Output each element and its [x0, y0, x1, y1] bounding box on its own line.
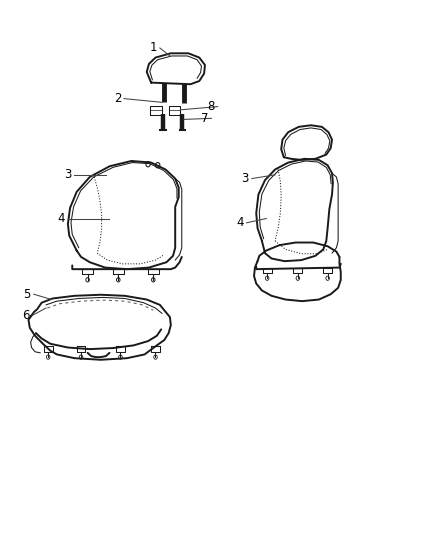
Text: 3: 3 — [242, 172, 249, 185]
Text: 5: 5 — [24, 288, 31, 301]
Text: 7: 7 — [201, 112, 209, 125]
Text: 4: 4 — [57, 212, 65, 225]
Text: 3: 3 — [64, 168, 71, 181]
Text: 8: 8 — [208, 100, 215, 113]
Text: 4: 4 — [236, 216, 244, 229]
Text: 2: 2 — [113, 92, 121, 105]
Text: 6: 6 — [21, 309, 29, 322]
Text: 1: 1 — [149, 42, 157, 54]
